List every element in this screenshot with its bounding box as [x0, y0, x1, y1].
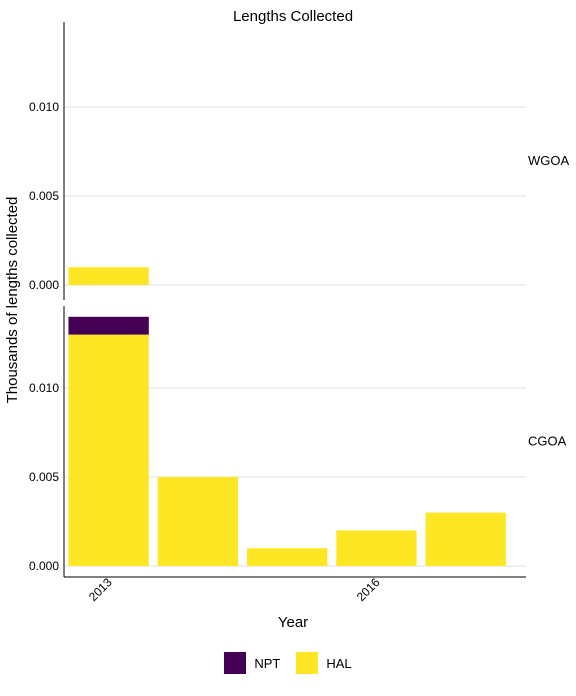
- legend-item-npt: NPT: [224, 652, 280, 674]
- y-tick-label-wgoa-1: 0.005: [29, 189, 59, 203]
- y-tick-label-cgoa-2: 0.010: [29, 381, 59, 395]
- legend-swatch-npt: [224, 652, 247, 674]
- bar-cgoa-hal-2015: [247, 548, 328, 566]
- legend-item-hal: HAL: [296, 652, 352, 674]
- facet-strip-wgoa: WGOA: [528, 153, 569, 168]
- y-tick-label-wgoa-0: 0.000: [29, 278, 59, 292]
- legend-label-npt: NPT: [254, 655, 281, 671]
- bar-cgoa-hal-2016: [336, 530, 417, 566]
- bar-cgoa-hal-2017: [425, 512, 506, 566]
- y-axis-title: Thousands of lengths collected: [4, 197, 21, 404]
- bar-cgoa-npt-2013: [68, 316, 149, 335]
- legend-label-hal: HAL: [326, 655, 352, 671]
- y-tick-label-cgoa-1: 0.005: [29, 470, 59, 484]
- bar-wgoa-hal-2013: [68, 267, 149, 285]
- legend-swatch-hal: [296, 652, 319, 674]
- y-tick-label-cgoa-0: 0.000: [29, 559, 59, 573]
- chart-title: Lengths Collected: [233, 8, 353, 25]
- y-tick-label-wgoa-2: 0.010: [29, 100, 59, 114]
- x-axis-title: Year: [278, 614, 308, 631]
- bar-cgoa-hal-2013: [68, 334, 149, 566]
- bar-cgoa-hal-2014: [157, 477, 239, 566]
- legend: NPT HAL: [0, 650, 576, 676]
- x-tick-label-2016: 2016: [354, 575, 383, 604]
- facet-strip-cgoa: CGOA: [528, 434, 567, 449]
- x-tick-label-2013: 2013: [86, 575, 115, 604]
